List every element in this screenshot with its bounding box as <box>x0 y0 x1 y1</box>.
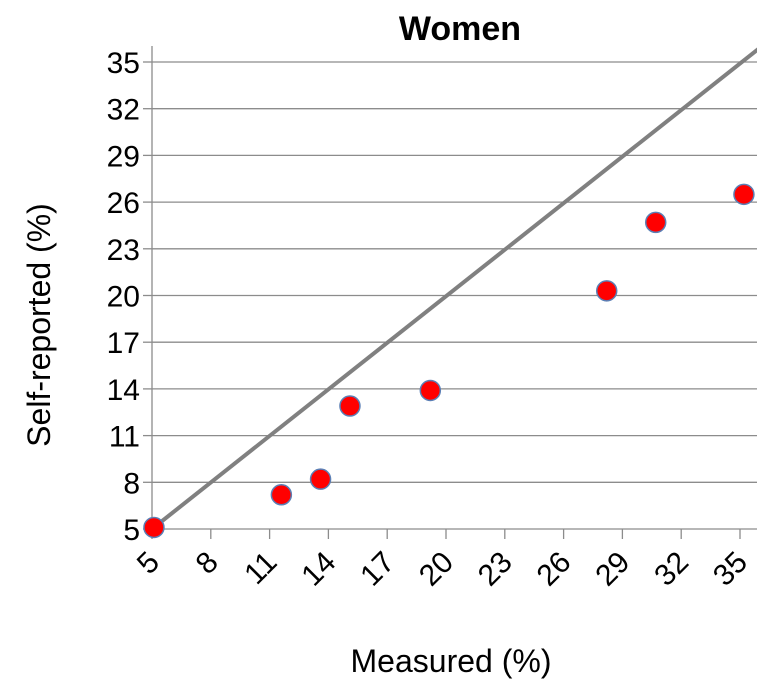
x-tick-label-32: 32 <box>648 546 695 593</box>
y-tick-label-35: 35 <box>107 47 140 80</box>
y-tick-label-17: 17 <box>107 327 140 360</box>
y-tick-label-14: 14 <box>107 374 140 407</box>
x-tick-label-35: 35 <box>707 546 754 593</box>
chart-title: Women <box>399 10 521 48</box>
x-tick-label-5: 5 <box>131 546 166 581</box>
axes <box>143 46 757 539</box>
x-tick-label-23: 23 <box>472 546 519 593</box>
y-axis-label: Self-reported (%) <box>21 203 57 447</box>
y-tick-label-23: 23 <box>107 234 140 267</box>
data-point-7 <box>644 211 667 234</box>
grid-lines <box>152 61 757 483</box>
y-tick-label-26: 26 <box>107 187 140 220</box>
y-tick-label-20: 20 <box>107 281 140 314</box>
y-tick-label-29: 29 <box>107 140 140 173</box>
x-tick-label-17: 17 <box>354 546 401 593</box>
data-point-3 <box>309 468 332 490</box>
y-tick-label-11: 11 <box>109 421 140 454</box>
x-tick-label-26: 26 <box>531 546 578 593</box>
data-point-4 <box>339 395 361 417</box>
reference-line-layer <box>150 47 757 531</box>
x-axis-label: Measured (%) <box>351 643 552 679</box>
x-tick-label-20: 20 <box>413 546 460 593</box>
data-point-8 <box>733 183 755 206</box>
x-tick-labels: 5 8 11 14 17 20 23 26 29 32 35 <box>131 546 754 593</box>
y-tick-labels: 5 8 11 14 17 20 23 26 29 32 35 <box>107 47 140 547</box>
y-tick-label-8: 8 <box>123 467 140 500</box>
data-point-6 <box>595 280 618 302</box>
x-tick-label-29: 29 <box>589 546 636 593</box>
reference-line <box>150 47 757 531</box>
data-point-5 <box>419 379 442 402</box>
x-tick-label-8: 8 <box>190 546 225 581</box>
data-point-1 <box>143 516 165 539</box>
x-tick-label-11: 11 <box>238 546 283 591</box>
y-tick-label-5: 5 <box>123 514 140 547</box>
data-point-2 <box>270 484 293 506</box>
x-tick-label-14: 14 <box>295 546 342 593</box>
y-tick-label-32: 32 <box>107 94 140 127</box>
data-points <box>143 183 755 539</box>
